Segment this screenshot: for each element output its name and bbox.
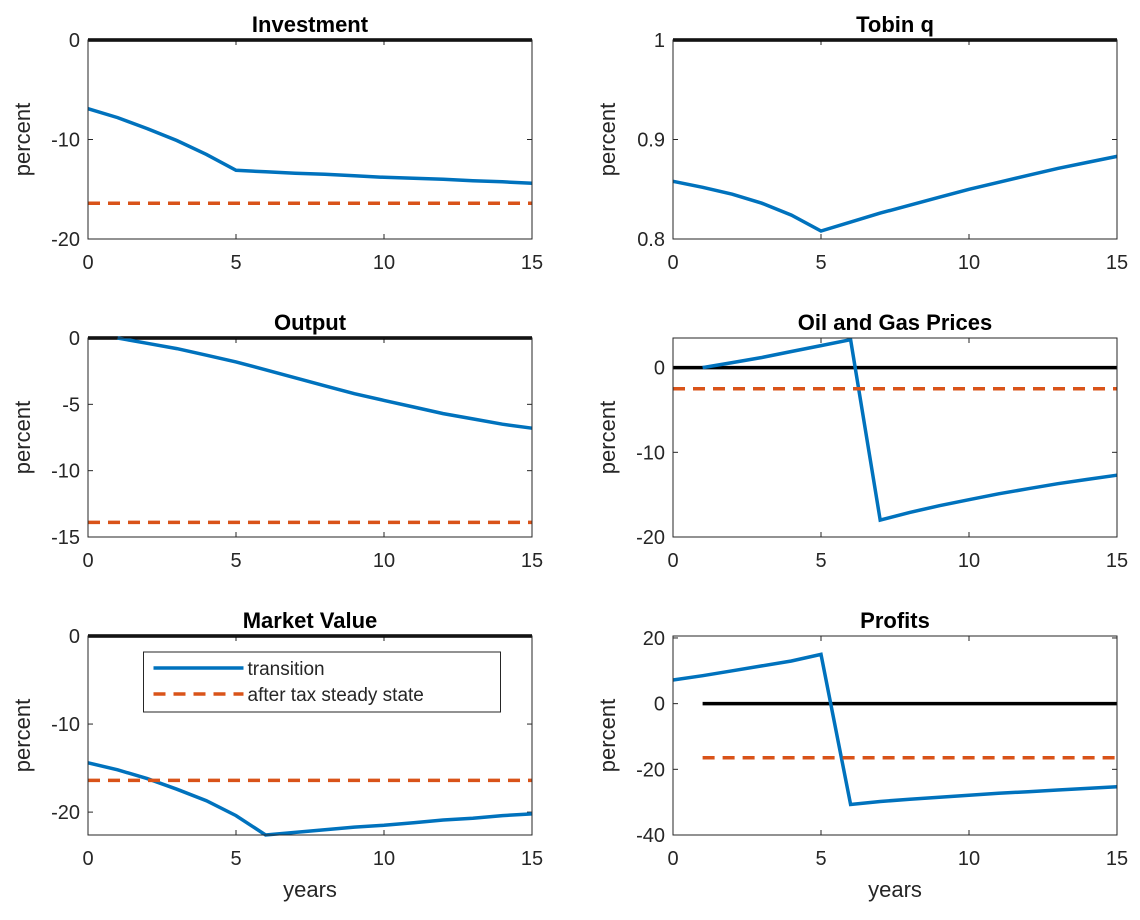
y-tick-label: -20: [51, 802, 80, 824]
x-axis-label: years: [283, 877, 337, 902]
y-axis-label: percent: [10, 699, 35, 772]
series-line: [702, 337, 1118, 523]
y-tick-label: -20: [51, 229, 80, 251]
x-tick-label: 15: [1106, 550, 1128, 572]
x-tick-label: 10: [958, 848, 980, 870]
series-line: [117, 336, 533, 430]
subplot: 0 5 10 15 -40 -20 0 20 Profits percent years: [595, 608, 1128, 902]
y-tick-label: 1: [654, 30, 665, 52]
axes-box: [672, 635, 1118, 836]
y-tick-label: -10: [636, 442, 665, 464]
x-tick-label: 10: [373, 848, 395, 870]
series-line: [87, 107, 533, 186]
x-tick-label: 5: [230, 848, 241, 870]
y-tick-label: -5: [62, 394, 80, 416]
series-line: [87, 761, 533, 837]
y-axis-label: percent: [595, 401, 620, 474]
y-axis-label: percent: [10, 103, 35, 176]
y-tick-label: -10: [51, 130, 80, 152]
y-tick-label: 0: [654, 358, 665, 380]
x-tick-label: 5: [815, 848, 826, 870]
x-tick-label: 15: [521, 848, 543, 870]
y-tick-label: -40: [636, 825, 665, 847]
subplot-title: Profits: [860, 608, 930, 633]
x-tick-label: 5: [815, 252, 826, 274]
x-tick-label: 0: [82, 252, 93, 274]
legend-label: after tax steady state: [248, 685, 424, 706]
x-tick-label: 10: [958, 252, 980, 274]
x-tick-label: 5: [230, 252, 241, 274]
subplot-title: Tobin q: [856, 12, 934, 37]
subplot: 0 5 10 15 -20 -10 0 Oil and Gas Prices percent: [595, 310, 1128, 572]
subplot: 0 5 10 15 -20 -10 0 Investment percent: [10, 12, 543, 274]
x-tick-label: 10: [958, 550, 980, 572]
y-axis-label: percent: [10, 401, 35, 474]
y-tick-label: -20: [636, 759, 665, 781]
subplot: 0 5 10 15 -20 -10 0 Market Value percent years tra…: [10, 608, 543, 902]
x-axis-label: years: [868, 877, 922, 902]
x-tick-label: 10: [373, 550, 395, 572]
x-tick-label: 15: [521, 252, 543, 274]
x-tick-label: 0: [667, 550, 678, 572]
y-tick-label: -15: [51, 527, 80, 549]
x-tick-label: 10: [373, 252, 395, 274]
y-tick-label: 0: [69, 626, 80, 648]
axes-box: [87, 39, 533, 240]
x-tick-label: 0: [82, 550, 93, 572]
y-tick-label: 0: [69, 30, 80, 52]
legend-label: transition: [248, 659, 325, 680]
series-line: [672, 652, 1118, 807]
subplot: 0 5 10 15 0.8 0.9 1 Tobin q percent: [595, 12, 1128, 274]
subplot-title: Market Value: [243, 608, 378, 633]
y-tick-label: -10: [51, 714, 80, 736]
axes-box: [672, 39, 1118, 240]
x-tick-label: 0: [667, 252, 678, 274]
x-tick-label: 15: [521, 550, 543, 572]
y-tick-label: -10: [51, 461, 80, 483]
x-tick-label: 5: [815, 550, 826, 572]
axes-box: [672, 337, 1118, 538]
axes-box: [87, 635, 533, 836]
y-axis-label: percent: [595, 103, 620, 176]
y-axis-label: percent: [595, 699, 620, 772]
axes-box: [87, 337, 533, 538]
x-tick-label: 0: [82, 848, 93, 870]
y-tick-label: 20: [643, 628, 665, 650]
subplot-title: Investment: [252, 12, 369, 37]
subplot-title: Output: [274, 310, 347, 335]
subplot-title: Oil and Gas Prices: [798, 310, 992, 335]
y-tick-label: -20: [636, 527, 665, 549]
x-tick-label: 15: [1106, 848, 1128, 870]
series-line: [672, 154, 1118, 233]
x-tick-label: 5: [230, 550, 241, 572]
y-tick-label: 0: [654, 694, 665, 716]
x-tick-label: 15: [1106, 252, 1128, 274]
legend-box: [143, 651, 501, 713]
y-tick-label: 0.9: [637, 130, 665, 152]
subplot: 0 5 10 15 -15 -10 -5 0 Output percent: [10, 310, 543, 572]
x-tick-label: 0: [667, 848, 678, 870]
y-tick-label: 0.8: [637, 229, 665, 251]
y-tick-label: 0: [69, 328, 80, 350]
